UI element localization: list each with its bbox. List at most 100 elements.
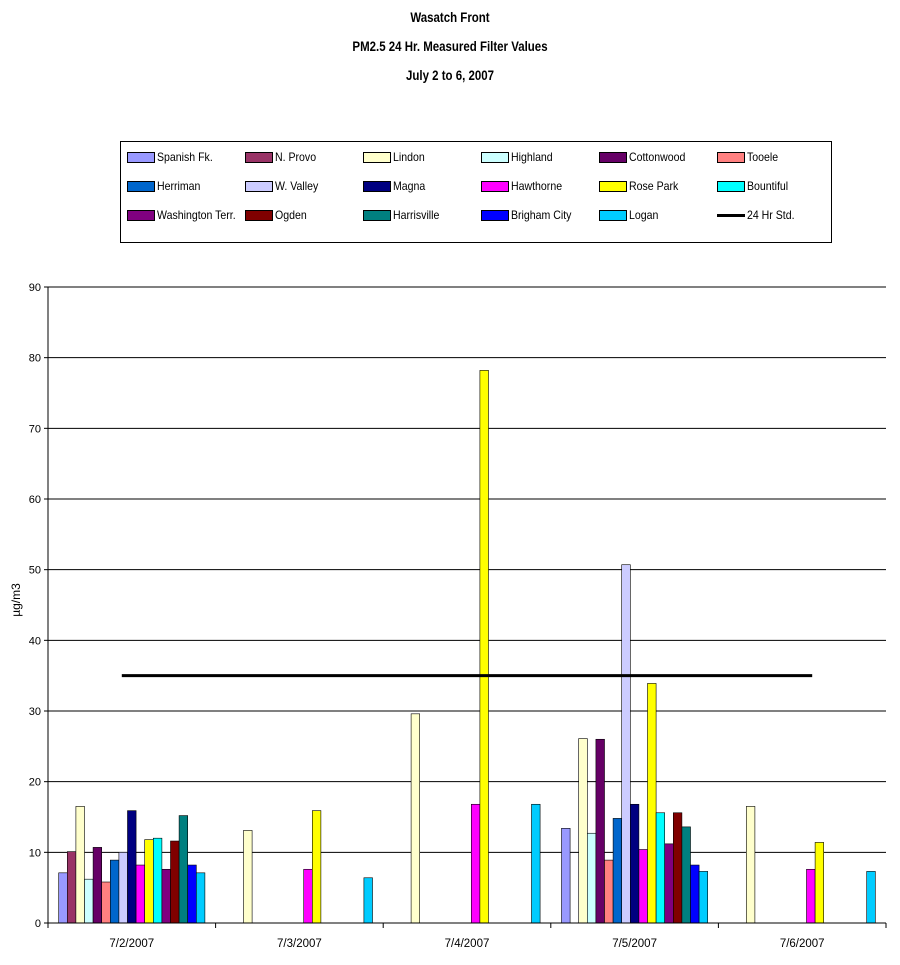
bar	[612, 818, 622, 924]
y-tick-label: 20	[29, 777, 41, 789]
bar	[621, 564, 631, 924]
legend-item: N. Provo	[245, 150, 322, 164]
bar	[638, 849, 648, 924]
bar	[698, 871, 708, 924]
x-tick-label: 7/5/2007	[612, 938, 657, 950]
y-tick-label: 40	[29, 635, 41, 647]
legend-swatch	[127, 209, 155, 221]
legend-item: Harrisville	[363, 208, 446, 222]
legend-swatch	[245, 151, 273, 163]
legend-item: 24 Hr Std.	[717, 208, 801, 222]
legend-swatch	[717, 180, 745, 192]
legend-swatch	[481, 151, 509, 163]
bar	[647, 683, 657, 924]
bar	[135, 864, 146, 924]
bar	[470, 803, 481, 924]
y-tick-label: 80	[29, 353, 41, 365]
legend-label: Bountiful	[747, 179, 789, 193]
legend-item: Logan	[599, 208, 662, 222]
bar	[196, 872, 206, 924]
bar	[84, 878, 94, 924]
y-tick-label: 30	[29, 706, 41, 718]
bar	[866, 871, 876, 924]
legend-label: W. Valley	[275, 179, 319, 193]
legend-label: Harrisville	[393, 208, 440, 222]
bar	[311, 810, 322, 924]
bar	[303, 868, 313, 924]
x-tick-label: 7/3/2007	[277, 938, 322, 950]
legend-label: Ogden	[275, 208, 307, 222]
legend-swatch	[717, 151, 745, 163]
legend-label: Herriman	[157, 179, 201, 193]
bar	[664, 843, 674, 924]
legend-label: Magna	[393, 179, 426, 193]
bar	[170, 840, 180, 924]
legend-line-swatch	[717, 213, 745, 217]
legend-swatch	[245, 209, 273, 221]
legend-label: 24 Hr Std.	[747, 208, 795, 222]
bar	[363, 877, 373, 924]
bar	[161, 868, 171, 924]
bar	[595, 738, 605, 924]
bar	[578, 738, 588, 924]
legend-label: Cottonwood	[629, 150, 686, 164]
bar	[681, 826, 691, 924]
legend-label: Brigham City	[511, 208, 572, 222]
legend-label: Lindon	[393, 150, 425, 164]
legend-item: Brigham City	[481, 208, 580, 222]
legend-item: Highland	[481, 150, 558, 164]
y-tick-label: 60	[29, 494, 41, 506]
bar	[745, 806, 756, 924]
legend-swatch	[127, 151, 155, 163]
bar	[110, 859, 120, 924]
legend-item: W. Valley	[245, 179, 324, 193]
bar	[604, 859, 614, 924]
bar	[814, 842, 824, 924]
bar	[144, 839, 154, 924]
legend-item: Tooele	[717, 150, 782, 164]
bar	[92, 847, 102, 924]
legend-swatch	[363, 209, 391, 221]
y-tick-label: 0	[35, 918, 41, 930]
x-tick-label: 7/4/2007	[445, 938, 490, 950]
bar	[58, 872, 68, 924]
bar	[806, 868, 816, 924]
legend-item: Washington Terr.	[127, 208, 246, 222]
legend-swatch	[481, 209, 509, 221]
legend-item: Magna	[363, 179, 430, 193]
x-tick-label: 7/2/2007	[109, 938, 154, 950]
bar	[531, 803, 541, 924]
bar	[187, 864, 197, 924]
chart-legend: Spanish Fk. N. Provo Lindon Highland Cottonw…	[120, 141, 832, 243]
legend-label: Rose Park	[629, 179, 679, 193]
bar	[561, 828, 571, 924]
bar	[153, 837, 163, 924]
bar	[655, 812, 665, 924]
bar	[690, 864, 700, 924]
legend-item: Spanish Fk.	[127, 150, 220, 164]
legend-item: Bountiful	[717, 179, 794, 193]
bar	[75, 806, 85, 924]
bar	[410, 713, 421, 924]
legend-label: Highland	[511, 150, 553, 164]
legend-label: N. Provo	[275, 150, 317, 164]
y-tick-label: 90	[29, 282, 41, 294]
bar	[629, 803, 640, 924]
x-tick-label: 7/6/2007	[780, 938, 825, 950]
chart-titles: Wasatch Front PM2.5 24 Hr. Measured Filt…	[0, 0, 900, 90]
bar	[67, 851, 77, 924]
legend-label: Hawthorne	[511, 179, 563, 193]
legend-swatch	[481, 180, 509, 192]
chart-subtitle-dates: July 2 to 6, 2007	[405, 68, 495, 83]
chart-subtitle: PM2.5 24 Hr. Measured Filter Values	[352, 39, 548, 54]
bar	[127, 810, 137, 924]
legend-swatch	[363, 180, 391, 192]
bar	[672, 812, 683, 924]
legend-item: Cottonwood	[599, 150, 693, 164]
bar	[479, 370, 489, 924]
y-axis-label: µg/m3	[9, 583, 23, 617]
bar	[118, 852, 128, 924]
legend-label: Tooele	[747, 150, 779, 164]
legend-swatch	[245, 180, 273, 192]
legend-item: Hawthorne	[481, 179, 569, 193]
